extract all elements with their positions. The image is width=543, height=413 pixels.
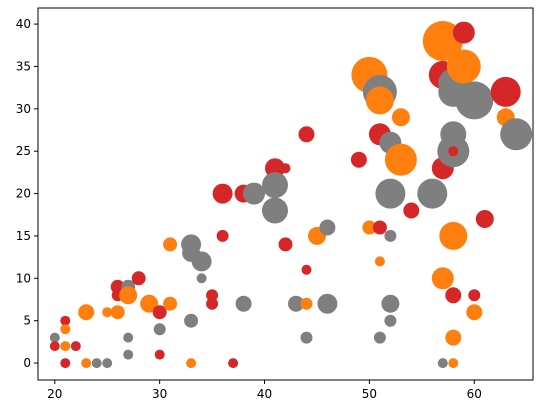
scatter-point (374, 256, 385, 267)
y-axis: 0 5 10 15 20 25 30 35 40 (16, 17, 38, 370)
scatter-point (228, 358, 239, 369)
scatter-point (381, 294, 400, 313)
scatter-point (78, 304, 95, 321)
scatter-point (466, 304, 483, 321)
scatter-point (288, 295, 304, 312)
scatter-point (375, 178, 406, 209)
scatter-point (102, 307, 113, 318)
scatter-point (131, 271, 146, 286)
scatter-point (243, 182, 265, 205)
scatter-point (102, 358, 113, 369)
scatter-point (140, 294, 159, 313)
scatter-point (184, 313, 199, 328)
scatter-point (422, 21, 463, 61)
scatter-point (384, 314, 397, 327)
scatter-point (362, 220, 377, 235)
scatter-point (152, 305, 167, 320)
x-tick-label: 50 (362, 387, 377, 401)
scatter-point (212, 183, 233, 204)
scatter-point (455, 81, 494, 120)
scatter-point (500, 118, 533, 151)
x-tick-label: 60 (467, 387, 482, 401)
scatter-point (372, 220, 387, 235)
scatter-point (163, 296, 178, 311)
y-tick-label: 5 (23, 314, 31, 328)
scatter-point (70, 341, 81, 352)
scatter-point (123, 349, 134, 360)
scatter-point (206, 297, 219, 310)
scatter-point (350, 151, 367, 168)
scatter-point (391, 108, 410, 127)
scatter-point (186, 358, 197, 369)
scatter-point (119, 286, 138, 305)
scatter-point (437, 358, 448, 369)
scatter-point (280, 163, 291, 174)
scatter-point (206, 289, 219, 302)
scatter-point (439, 221, 468, 250)
scatter-point (81, 358, 92, 369)
scatter-point (448, 146, 459, 157)
scatter-point (317, 293, 338, 314)
points-layer (49, 21, 533, 369)
scatter-point (446, 49, 481, 84)
x-tick-label: 30 (152, 387, 167, 401)
scatter-point (153, 323, 166, 336)
scatter-point (91, 358, 102, 369)
scatter-point (49, 332, 60, 343)
scatter-point (262, 172, 288, 199)
scatter-point (278, 237, 293, 252)
scatter-point (384, 229, 397, 242)
x-tick-label: 20 (47, 387, 62, 401)
scatter-point (445, 329, 462, 346)
y-tick-label: 20 (16, 187, 31, 201)
y-tick-label: 10 (16, 271, 31, 285)
scatter-point (300, 297, 313, 310)
y-tick-label: 25 (16, 144, 31, 158)
scatter-point (490, 76, 521, 107)
scatter-point (373, 331, 386, 344)
y-tick-label: 30 (16, 102, 31, 116)
scatter-point (60, 315, 71, 326)
scatter-point (445, 287, 462, 304)
x-axis: 20 30 40 50 60 (47, 380, 482, 401)
scatter-point (262, 197, 288, 224)
scatter-point (448, 358, 459, 369)
scatter-point (49, 341, 60, 352)
y-tick-label: 0 (23, 356, 31, 370)
scatter-point (216, 229, 229, 242)
scatter-point (475, 210, 494, 228)
scatter-point (163, 237, 178, 252)
scatter-point (301, 264, 312, 275)
scatter-point (452, 21, 475, 44)
x-tick-label: 40 (257, 387, 272, 401)
scatter-point (300, 331, 313, 344)
scatter-point (384, 143, 417, 176)
scatter-point (417, 178, 448, 209)
y-tick-label: 15 (16, 229, 31, 243)
scatter-point (60, 358, 71, 369)
scatter-point (235, 295, 252, 312)
scatter-point (431, 267, 454, 290)
scatter-point (365, 86, 394, 115)
scatter-point (60, 324, 71, 335)
scatter-point (196, 273, 207, 284)
scatter-point (123, 332, 134, 343)
scatter-point (154, 349, 165, 360)
scatter-point (298, 126, 315, 143)
scatter-point (319, 219, 336, 236)
y-tick-label: 40 (16, 17, 31, 31)
scatter-point (60, 341, 71, 352)
scatter-point (110, 305, 125, 320)
scatter-point (403, 202, 420, 219)
y-tick-label: 35 (16, 59, 31, 73)
scatter-point (191, 251, 212, 272)
scatter-point (468, 289, 481, 302)
